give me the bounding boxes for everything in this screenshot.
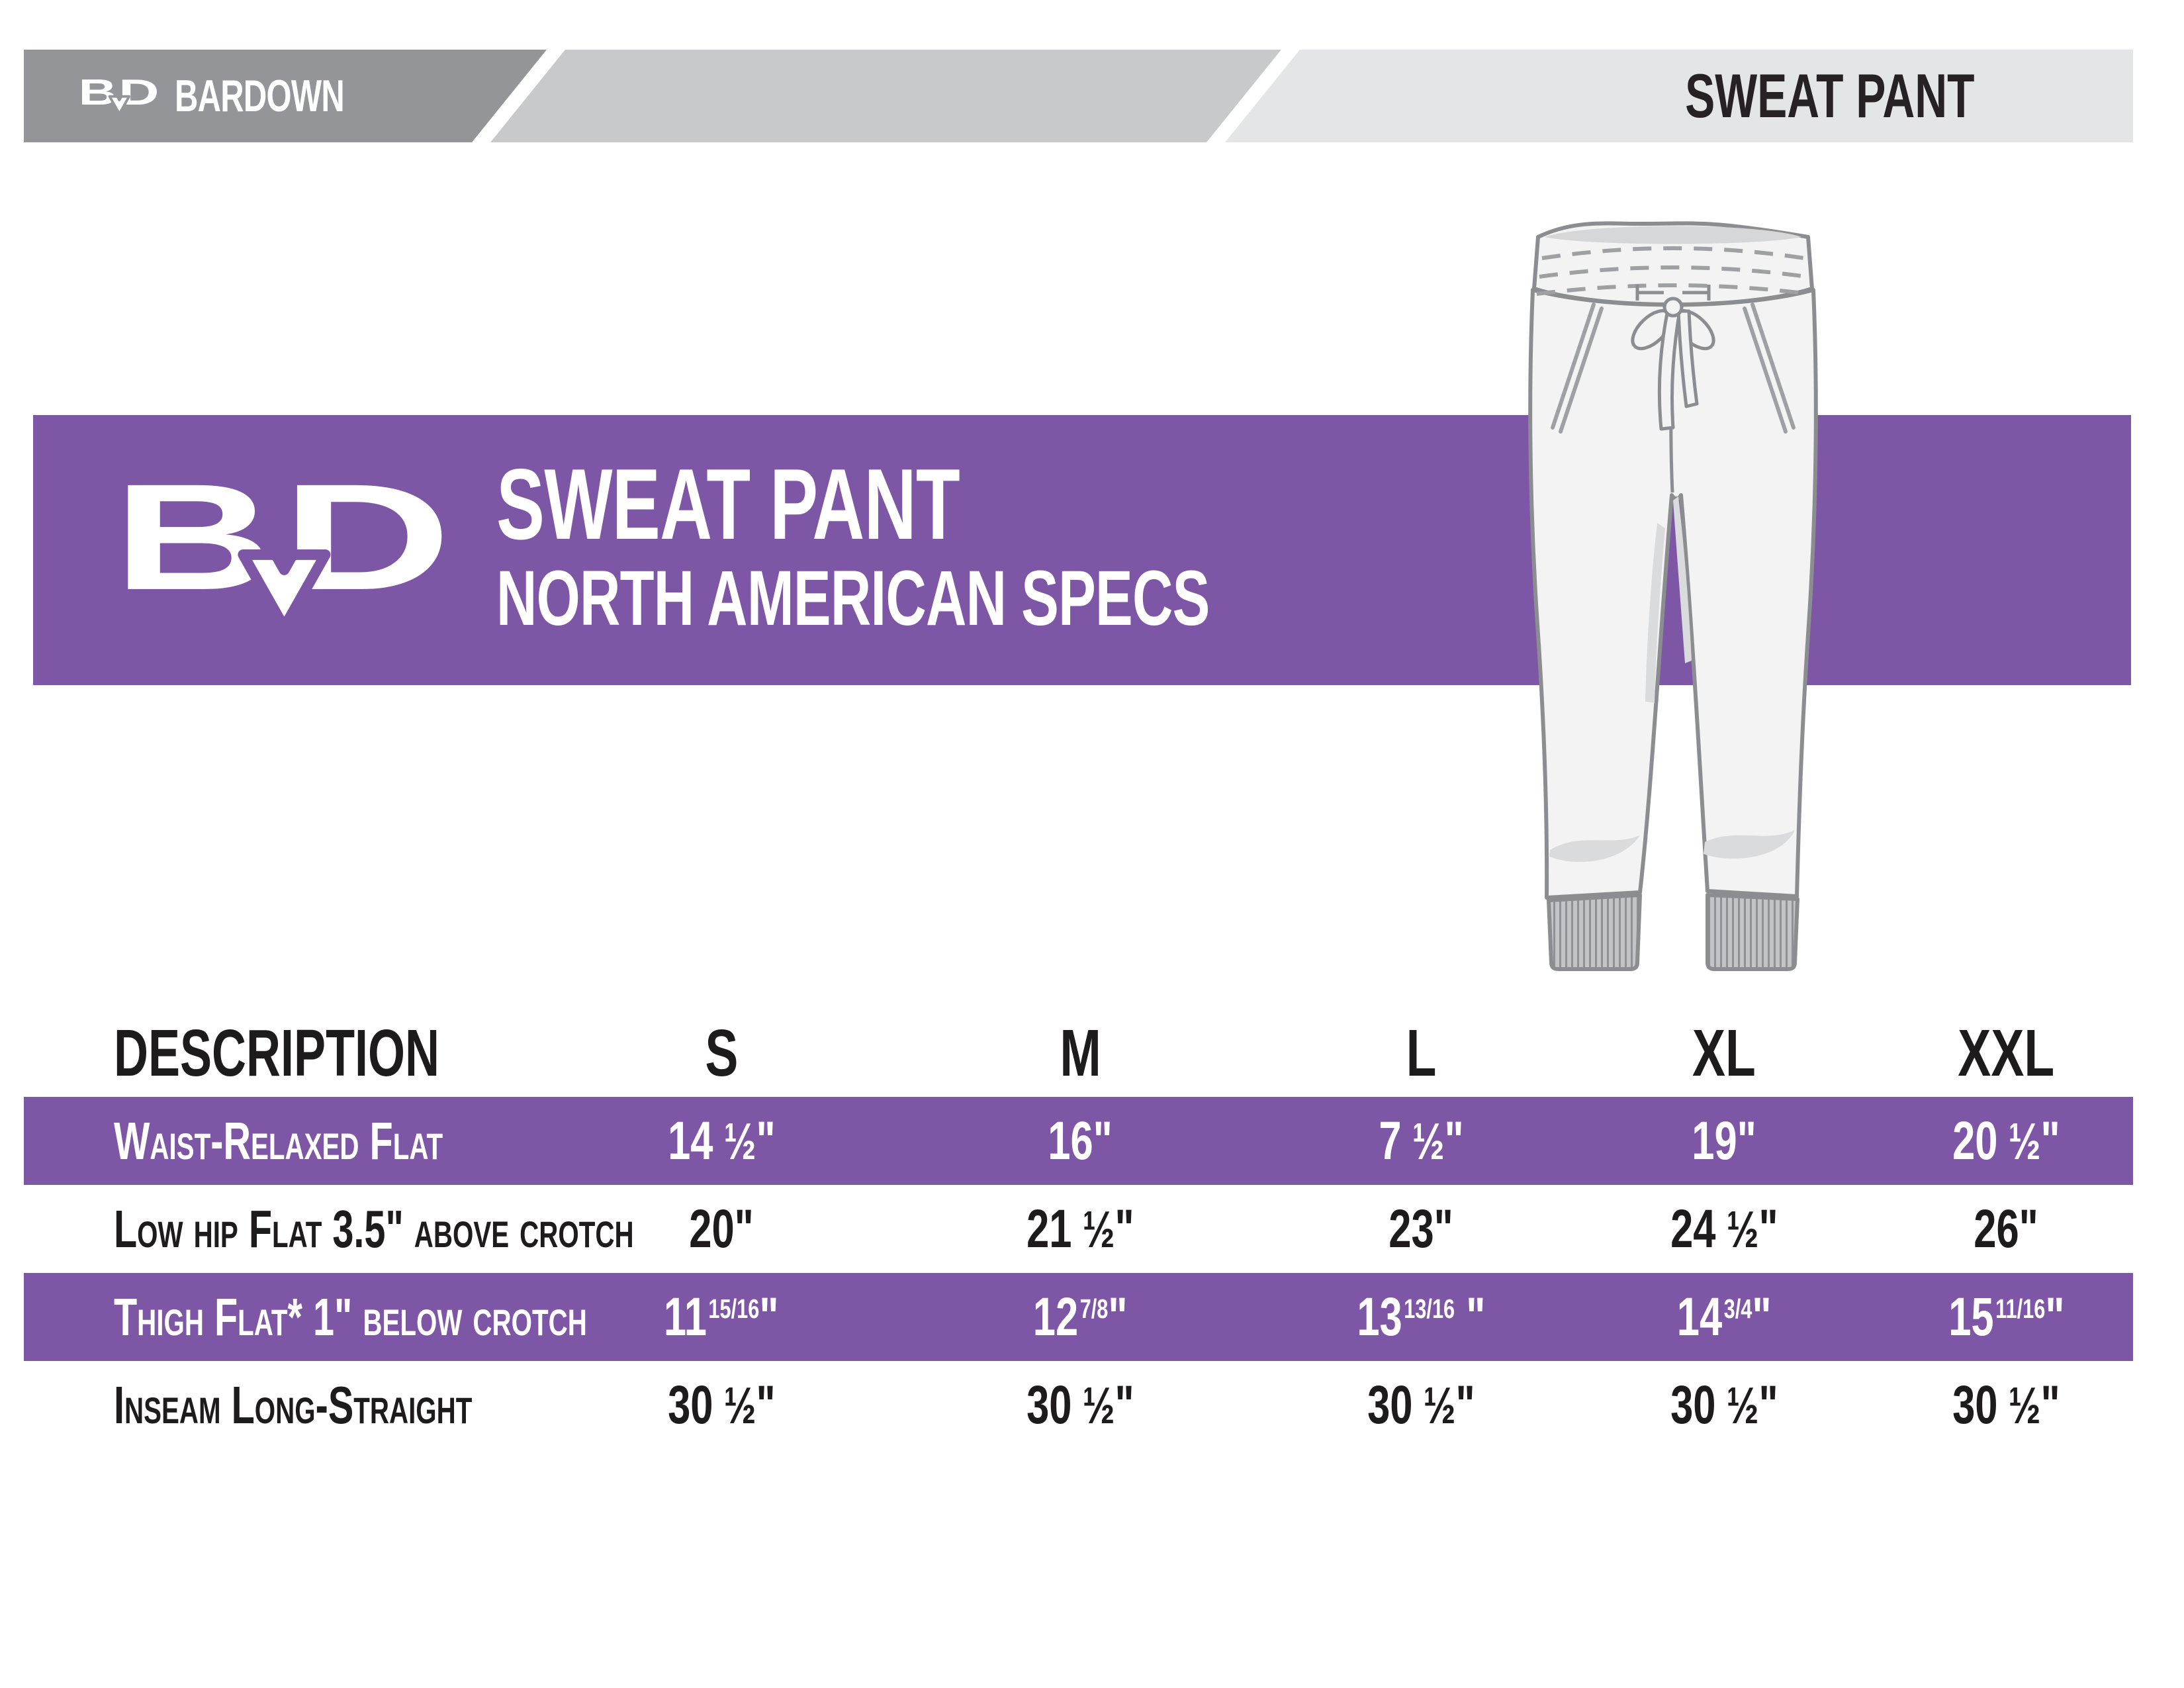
size-value-cell: XL: [1569, 1015, 1880, 1092]
banner-title: SWEAT PANT: [496, 448, 960, 561]
size-value-cell: 21 ½": [887, 1198, 1274, 1260]
size-value: 30 ½": [667, 1374, 776, 1435]
sweat-pant-illustration: [1528, 221, 1818, 973]
row-description-cell: Waist-Relaxed Flat: [24, 1111, 556, 1172]
bardown-logo-icon: B D: [79, 72, 159, 115]
size-value-cell: 30 ½": [1880, 1374, 2133, 1436]
size-value: 26": [1974, 1198, 2039, 1259]
size-value: 30 ½": [1367, 1374, 1475, 1435]
size-value-cell: 26": [1880, 1198, 2133, 1260]
size-value-cell: 30 ½": [556, 1374, 887, 1436]
size-value-cell: 20 ½": [1880, 1110, 2133, 1172]
row-label: Low hip Flat 3.5" above crotch: [114, 1199, 634, 1258]
size-value-cell: S: [556, 1015, 887, 1092]
row-label: Thigh Flat* 1" below crotch: [114, 1287, 587, 1346]
svg-text:B: B: [79, 72, 117, 113]
size-value: 16": [1048, 1110, 1113, 1171]
bardown-logo-large-icon: B D: [113, 472, 451, 633]
brand-name: BARDOWN: [175, 71, 345, 121]
size-value: 1115/16": [664, 1286, 779, 1347]
size-value: 7 ½": [1379, 1110, 1464, 1171]
size-value-cell: 30 ½": [1274, 1374, 1569, 1436]
column-header: S: [704, 1015, 739, 1090]
table-row: Low hip Flat 3.5" above crotch 20" 21 ½" 23…: [24, 1185, 2133, 1273]
size-value: 127/8": [1033, 1286, 1128, 1347]
size-value-cell: 7 ½": [1274, 1110, 1569, 1172]
table-row: Waist-Relaxed Flat 14 ½" 16" 7 ½" 19" 20 ½": [24, 1097, 2133, 1185]
size-value-cell: 1115/16": [556, 1286, 887, 1348]
size-value: 20": [689, 1198, 754, 1259]
svg-text:D: D: [118, 72, 159, 113]
table-header-row: DESCRIPTION S M L XL XXL: [24, 1009, 2133, 1097]
table-row: Thigh Flat* 1" below crotch 1115/16" 127/8…: [24, 1273, 2133, 1361]
svg-text:B: B: [113, 472, 274, 622]
size-value-cell: 19": [1569, 1110, 1880, 1172]
column-header: M: [1060, 1015, 1101, 1090]
size-value: 14 ½": [667, 1110, 776, 1171]
banner-text-block: SWEAT PANT NORTH AMERICAN SPECS: [496, 452, 1487, 640]
row-description-cell: Inseam Long-Straight: [24, 1375, 556, 1436]
size-value: 143/4": [1676, 1286, 1772, 1347]
column-header: L: [1406, 1015, 1437, 1090]
size-value-cell: 24 ½": [1569, 1198, 1880, 1260]
size-value-cell: 30 ½": [887, 1374, 1274, 1436]
banner-subtitle: NORTH AMERICAN SPECS: [496, 555, 1210, 642]
svg-text:D: D: [281, 472, 451, 622]
size-value-cell: M: [887, 1015, 1274, 1092]
size-spec-table: DESCRIPTION S M L XL XXL Waist-Relaxed Flat 14 …: [24, 1009, 2133, 1449]
header-segment-light: [1225, 50, 2133, 142]
size-value-cell: 143/4": [1569, 1286, 1880, 1348]
size-value: 30 ½": [1670, 1374, 1778, 1435]
size-value: 1511/16": [1948, 1286, 2065, 1347]
column-header: DESCRIPTION: [114, 1015, 440, 1090]
size-value: 1313/16 ": [1357, 1286, 1486, 1347]
column-header: XXL: [1958, 1015, 2055, 1090]
size-value-cell: 30 ½": [1569, 1374, 1880, 1436]
header-band: B D BARDOWN SWEAT PANT: [24, 50, 2133, 142]
table-row: Inseam Long-Straight 30 ½" 30 ½" 30 ½" 30 ½"…: [24, 1361, 2133, 1449]
size-value: 21 ½": [1026, 1198, 1134, 1259]
header-product-label: SWEAT PANT: [1572, 50, 1974, 142]
header-segment-mid: [490, 50, 1281, 142]
size-value: 23": [1388, 1198, 1454, 1259]
size-value: 30 ½": [1952, 1374, 2060, 1435]
size-value-cell: 127/8": [887, 1286, 1274, 1348]
size-value-cell: 14 ½": [556, 1110, 887, 1172]
size-value: 30 ½": [1026, 1374, 1134, 1435]
row-description-cell: DESCRIPTION: [24, 1015, 556, 1092]
size-value-cell: L: [1274, 1015, 1569, 1092]
size-value-cell: 20": [556, 1198, 887, 1260]
size-value-cell: 23": [1274, 1198, 1569, 1260]
size-value-cell: 16": [887, 1110, 1274, 1172]
size-value-cell: 1511/16": [1880, 1286, 2133, 1348]
row-description-cell: Thigh Flat* 1" below crotch: [24, 1287, 587, 1348]
brand-lockup: B D BARDOWN: [78, 50, 410, 142]
header-product-text: SWEAT PANT: [1684, 61, 1974, 130]
size-value: 20 ½": [1952, 1110, 2060, 1171]
size-value: 24 ½": [1670, 1198, 1778, 1259]
row-label: Inseam Long-Straight: [114, 1375, 473, 1434]
row-label: Waist-Relaxed Flat: [114, 1111, 443, 1170]
left-cuff: [1549, 895, 1640, 969]
right-cuff: [1707, 895, 1797, 969]
column-header: XL: [1692, 1015, 1756, 1090]
row-description-cell: Low hip Flat 3.5" above crotch: [24, 1199, 634, 1260]
size-value: 19": [1692, 1110, 1756, 1171]
size-value-cell: 1313/16 ": [1274, 1286, 1569, 1348]
size-value-cell: XXL: [1880, 1015, 2133, 1092]
